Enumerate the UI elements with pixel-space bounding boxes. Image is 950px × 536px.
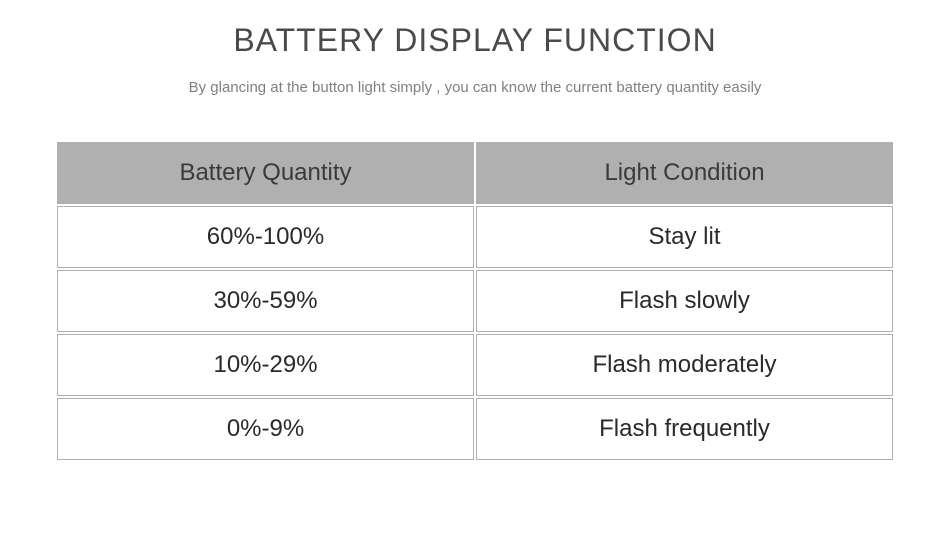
table-cell-quantity: 60%-100% [57,206,474,268]
table-cell-condition: Flash moderately [476,334,893,396]
table-cell-quantity: 0%-9% [57,398,474,460]
table-row: 10%-29% Flash moderately [57,334,893,396]
table-cell-condition: Flash slowly [476,270,893,332]
table-row: 0%-9% Flash frequently [57,398,893,460]
table-cell-quantity: 30%-59% [57,270,474,332]
page-title: BATTERY DISPLAY FUNCTION [0,22,950,59]
table-header-light-condition: Light Condition [476,142,893,204]
battery-table: Battery Quantity Light Condition 60%-100… [55,140,895,462]
table-cell-condition: Flash frequently [476,398,893,460]
table-header-row: Battery Quantity Light Condition [57,142,893,204]
table-cell-condition: Stay lit [476,206,893,268]
table-header-battery-quantity: Battery Quantity [57,142,474,204]
table-cell-quantity: 10%-29% [57,334,474,396]
table-row: 60%-100% Stay lit [57,206,893,268]
table-row: 30%-59% Flash slowly [57,270,893,332]
page-subtitle: By glancing at the button light simply ,… [0,79,950,96]
